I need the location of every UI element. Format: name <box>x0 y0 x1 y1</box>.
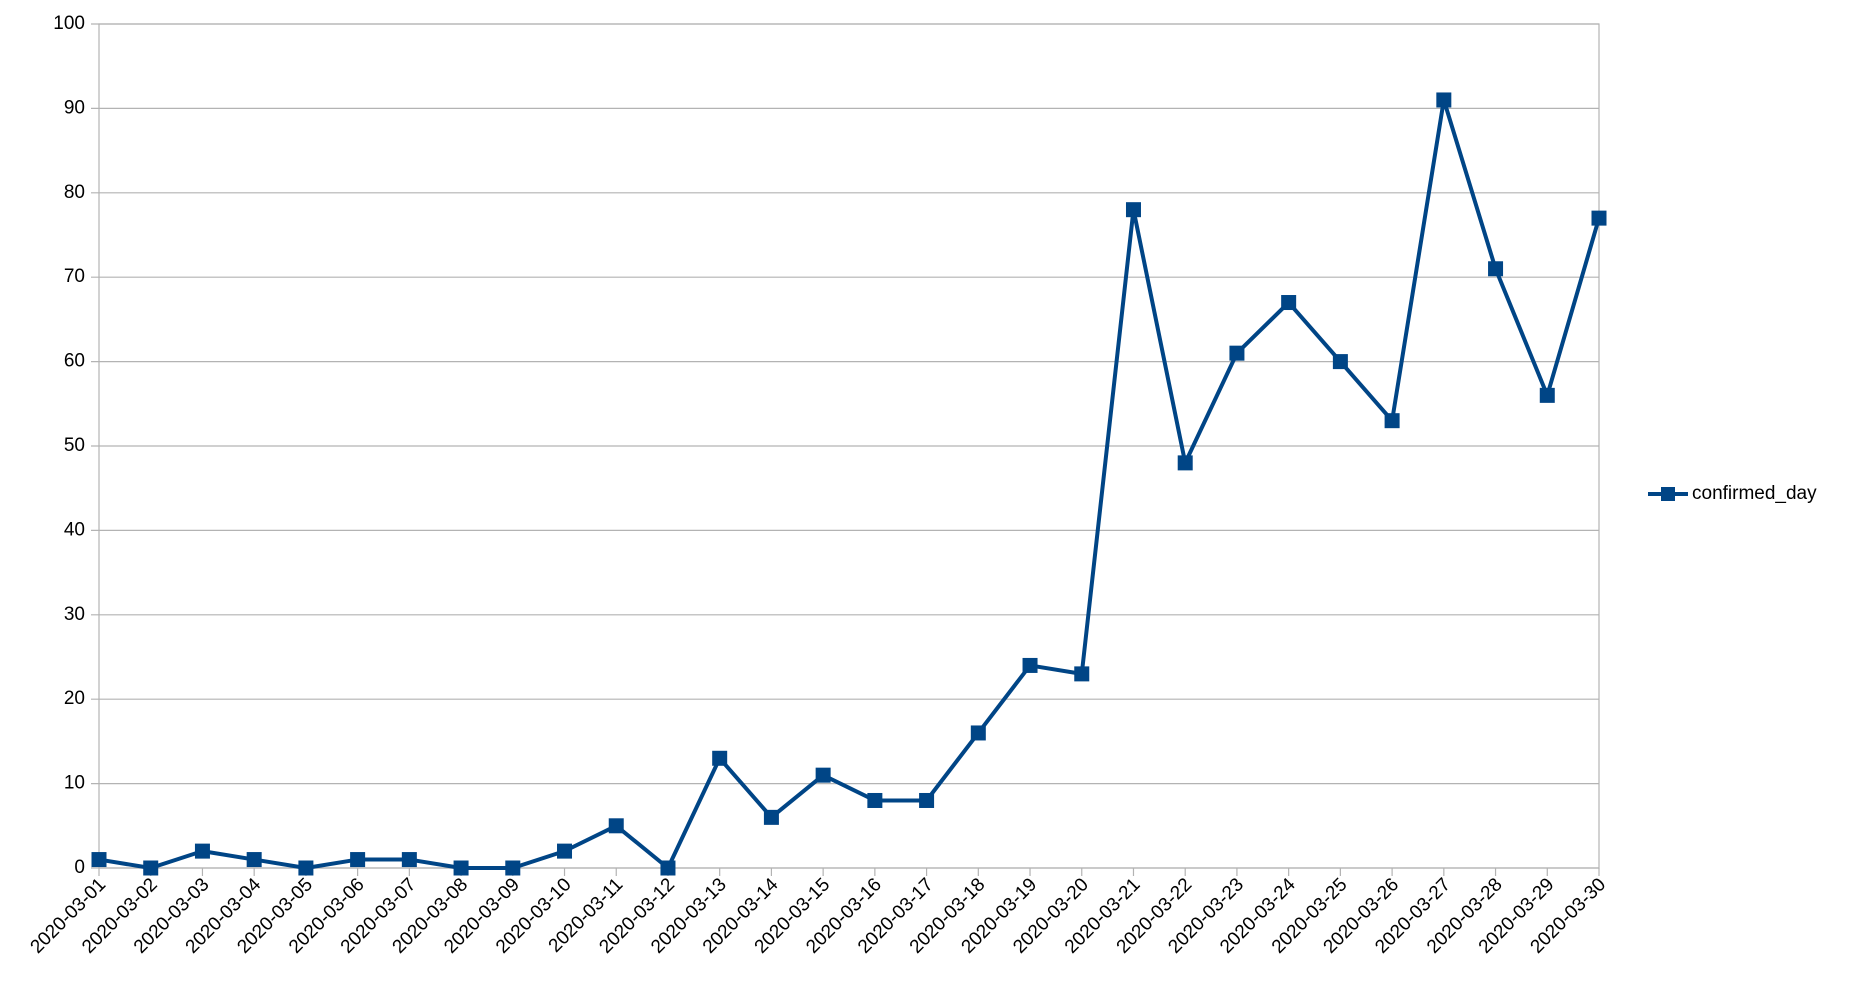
marker <box>1022 657 1038 673</box>
marker <box>1488 261 1504 277</box>
y-tick-label: 100 <box>53 13 85 34</box>
marker <box>815 767 831 783</box>
marker <box>453 860 469 876</box>
y-tick-label: 30 <box>64 604 85 625</box>
marker <box>1074 666 1090 682</box>
marker <box>1591 210 1607 226</box>
marker <box>608 818 624 834</box>
marker <box>919 792 935 808</box>
marker <box>505 860 521 876</box>
marker <box>660 860 676 876</box>
marker <box>867 792 883 808</box>
legend-label: confirmed_day <box>1692 483 1817 504</box>
y-tick-label: 10 <box>64 773 85 794</box>
y-tick-label: 60 <box>64 351 85 372</box>
y-tick-label: 40 <box>64 519 85 540</box>
marker <box>298 860 314 876</box>
marker <box>194 843 210 859</box>
marker <box>970 725 986 741</box>
marker <box>1125 202 1141 218</box>
marker <box>1332 354 1348 370</box>
y-tick-label: 50 <box>64 435 85 456</box>
marker <box>763 809 779 825</box>
marker <box>1384 413 1400 429</box>
marker <box>401 852 417 868</box>
y-tick-label: 70 <box>64 266 85 287</box>
legend-marker <box>1661 487 1675 501</box>
plot-border <box>98 23 1600 869</box>
marker <box>1436 92 1452 108</box>
marker <box>557 843 573 859</box>
y-tick-label: 20 <box>64 688 85 709</box>
y-tick-label: 90 <box>64 97 85 118</box>
marker <box>1281 295 1297 311</box>
marker <box>1539 387 1555 403</box>
marker <box>91 852 107 868</box>
marker <box>350 852 366 868</box>
marker <box>1229 345 1245 361</box>
y-tick-label: 80 <box>64 182 85 203</box>
marker <box>143 860 159 876</box>
marker <box>246 852 262 868</box>
marker <box>712 750 728 766</box>
line <box>98 97 1601 870</box>
y-tick-label: 0 <box>74 857 85 878</box>
marker <box>1177 455 1193 471</box>
